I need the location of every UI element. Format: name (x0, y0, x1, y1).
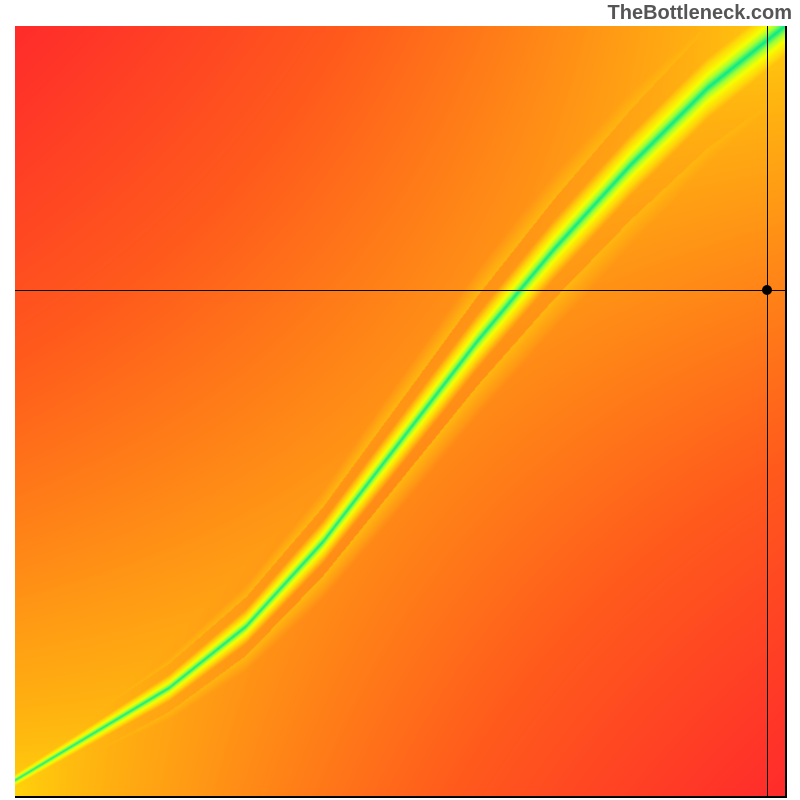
bottleneck-heatmap-container (15, 26, 787, 798)
watermark-text: TheBottleneck.com (608, 2, 792, 25)
bottleneck-heatmap-canvas (15, 26, 785, 796)
